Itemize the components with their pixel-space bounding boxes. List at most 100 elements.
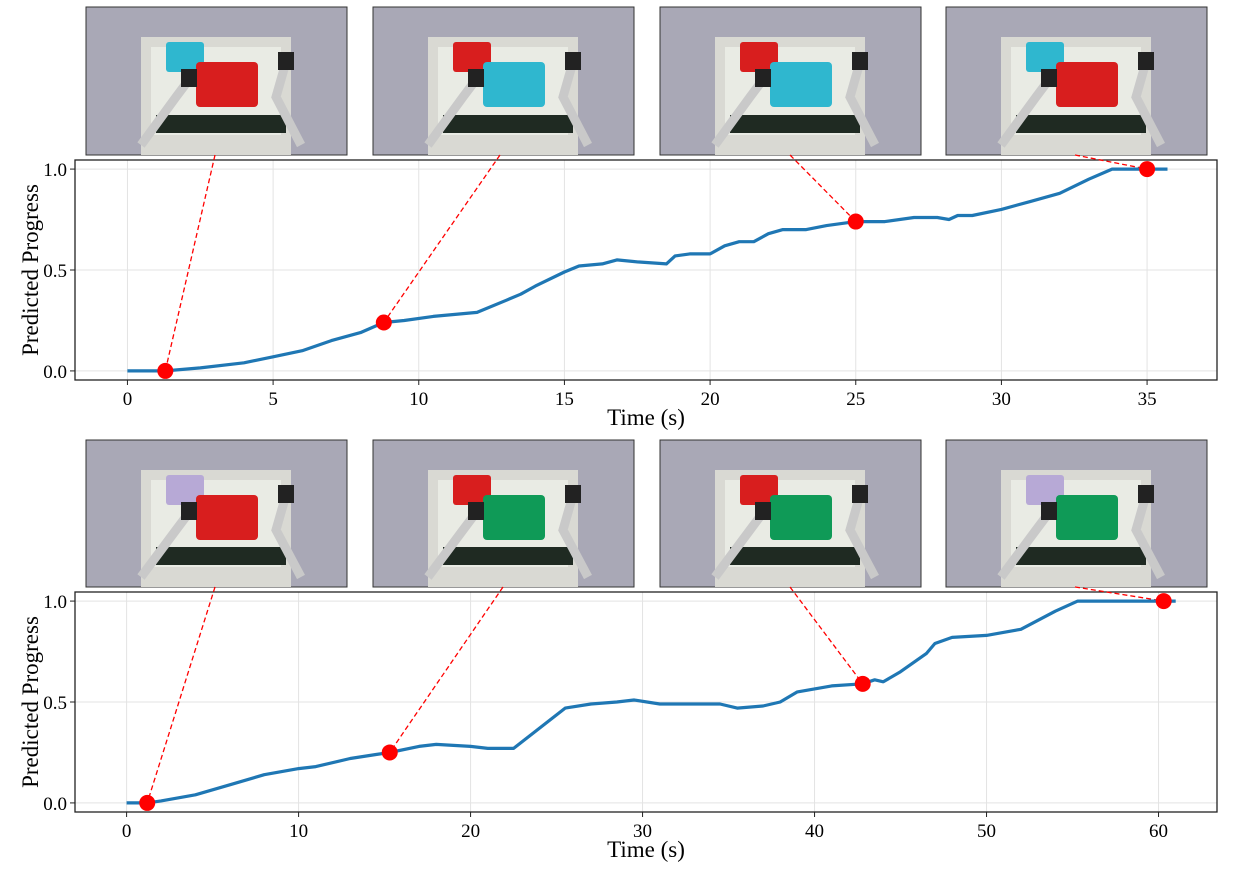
robot-arm-right [558,493,592,580]
gripper-right [565,485,581,503]
robot-base-board [730,547,860,565]
gripper-left [181,69,197,87]
cloth-primary [196,495,258,540]
x-tick-label: 40 [805,821,824,842]
thumbnail-image [659,439,922,588]
gripper-right [278,485,294,503]
robot-arm-right [1131,493,1165,580]
gripper-right [1138,52,1154,70]
gripper-left [755,502,771,520]
y-tick-label: 0.5 [43,693,67,714]
y-tick-label: 0.0 [43,794,67,815]
x-tick-label: 15 [555,389,574,410]
x-tick-label: 10 [289,821,308,842]
cloth-primary [1056,495,1118,540]
y-tick-label: 0.5 [43,261,67,282]
cloth-primary [1056,62,1118,107]
thumbnail-image [945,6,1208,156]
robot-base-board [443,547,573,565]
thumbnail-image [372,439,635,588]
gripper-right [852,52,868,70]
robot-base-board [730,115,860,133]
thumbnail-image [945,439,1208,588]
robot-base-board [1016,115,1146,133]
gripper-left [1041,69,1057,87]
x-tick-label: 0 [122,821,132,842]
chart-panel-2: 0 10 20 30 40 50 60 0.0 0.5 1.0 Time (s) Predicted … [18,439,1218,862]
keyframe-marker [847,213,864,230]
x-tick-label: 60 [1149,821,1168,842]
gripper-left [755,69,771,87]
x-tick-label: 25 [846,389,865,410]
gripper-right [1138,485,1154,503]
thumbnail-image [85,6,348,156]
robot-base-board [1016,547,1146,565]
x-tick-label: 20 [701,389,720,410]
chart-panel-1: 0 5 10 15 20 25 30 35 0.0 0.5 1.0 Time (s) Predicted… [18,6,1218,430]
thumbnail-image [85,439,348,588]
cloth-secondary [453,42,491,72]
x-axis-label: Time (s) [607,405,685,430]
leader-line [389,586,504,753]
y-axis-label: Predicted Progress [18,616,43,788]
gripper-left [181,502,197,520]
gripper-right [565,52,581,70]
gripper-left [1041,502,1057,520]
keyframe-marker [157,362,174,379]
x-tick-label: 20 [461,821,480,842]
gripper-left [468,502,484,520]
keyframe-marker [375,314,392,331]
gripper-left [468,69,484,87]
cloth-secondary [1026,42,1064,72]
gripper-right [852,485,868,503]
x-tick-label: 50 [977,821,996,842]
keyframe-marker [854,675,871,692]
leader-line [164,154,216,372]
x-axis-label: Time (s) [607,837,685,862]
robot-arm-right [271,493,305,580]
cloth-primary [770,62,832,107]
leader-line [789,154,857,223]
thumbnail-image [659,6,922,156]
robot-arm-right [558,60,592,148]
robot-arm-right [1131,60,1165,148]
y-tick-label: 1.0 [43,160,67,181]
progress-line [127,167,1168,373]
y-axis-label: Predicted Progress [18,184,43,356]
cloth-primary [196,62,258,107]
y-tick-label: 1.0 [43,592,67,613]
robot-base-board [156,115,286,133]
robot-arm-right [845,493,879,580]
cloth-secondary [1026,475,1064,505]
cloth-primary [483,62,545,107]
robot-base-board [443,115,573,133]
leader-line [383,154,501,323]
cloth-secondary [166,475,204,505]
x-tick-label: 35 [1138,389,1157,410]
keyframe-marker [1155,593,1172,610]
robot-arm-right [271,60,305,148]
progress-line [126,599,1176,805]
robot-arm-right [845,60,879,148]
cloth-primary [770,495,832,540]
cloth-secondary [453,475,491,505]
x-tick-label: 30 [633,821,652,842]
thumbnail-image [372,6,635,156]
leader-line [1074,154,1148,170]
x-tick-label: 30 [992,389,1011,410]
cloth-secondary [740,42,778,72]
x-tick-label: 10 [409,389,428,410]
keyframe-marker [139,794,156,811]
y-tick-label: 0.0 [43,362,67,383]
x-tick-label: 0 [123,389,133,410]
gripper-right [278,52,294,70]
cloth-secondary [740,475,778,505]
leader-line [1074,586,1164,602]
keyframe-marker [1139,161,1156,178]
leader-line [789,586,864,685]
cloth-secondary [166,42,204,72]
leader-line [146,586,216,804]
keyframe-marker [381,744,398,761]
robot-base-board [156,547,286,565]
